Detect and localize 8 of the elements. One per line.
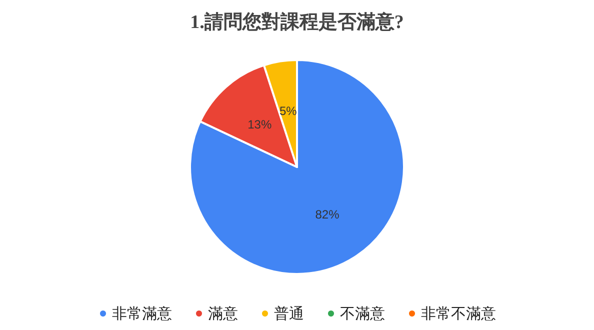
data-label: 13%	[248, 118, 272, 132]
legend-label: 普通	[274, 304, 304, 322]
data-label: 82%	[315, 208, 340, 222]
legend-label: 不滿意	[340, 304, 385, 322]
legend-label: 滿意	[208, 304, 238, 322]
chart-title: 1.請問您對課程是否滿意?	[190, 11, 404, 33]
legend-label: 非常滿意	[112, 304, 172, 322]
legend-label: 非常不滿意	[421, 304, 496, 322]
